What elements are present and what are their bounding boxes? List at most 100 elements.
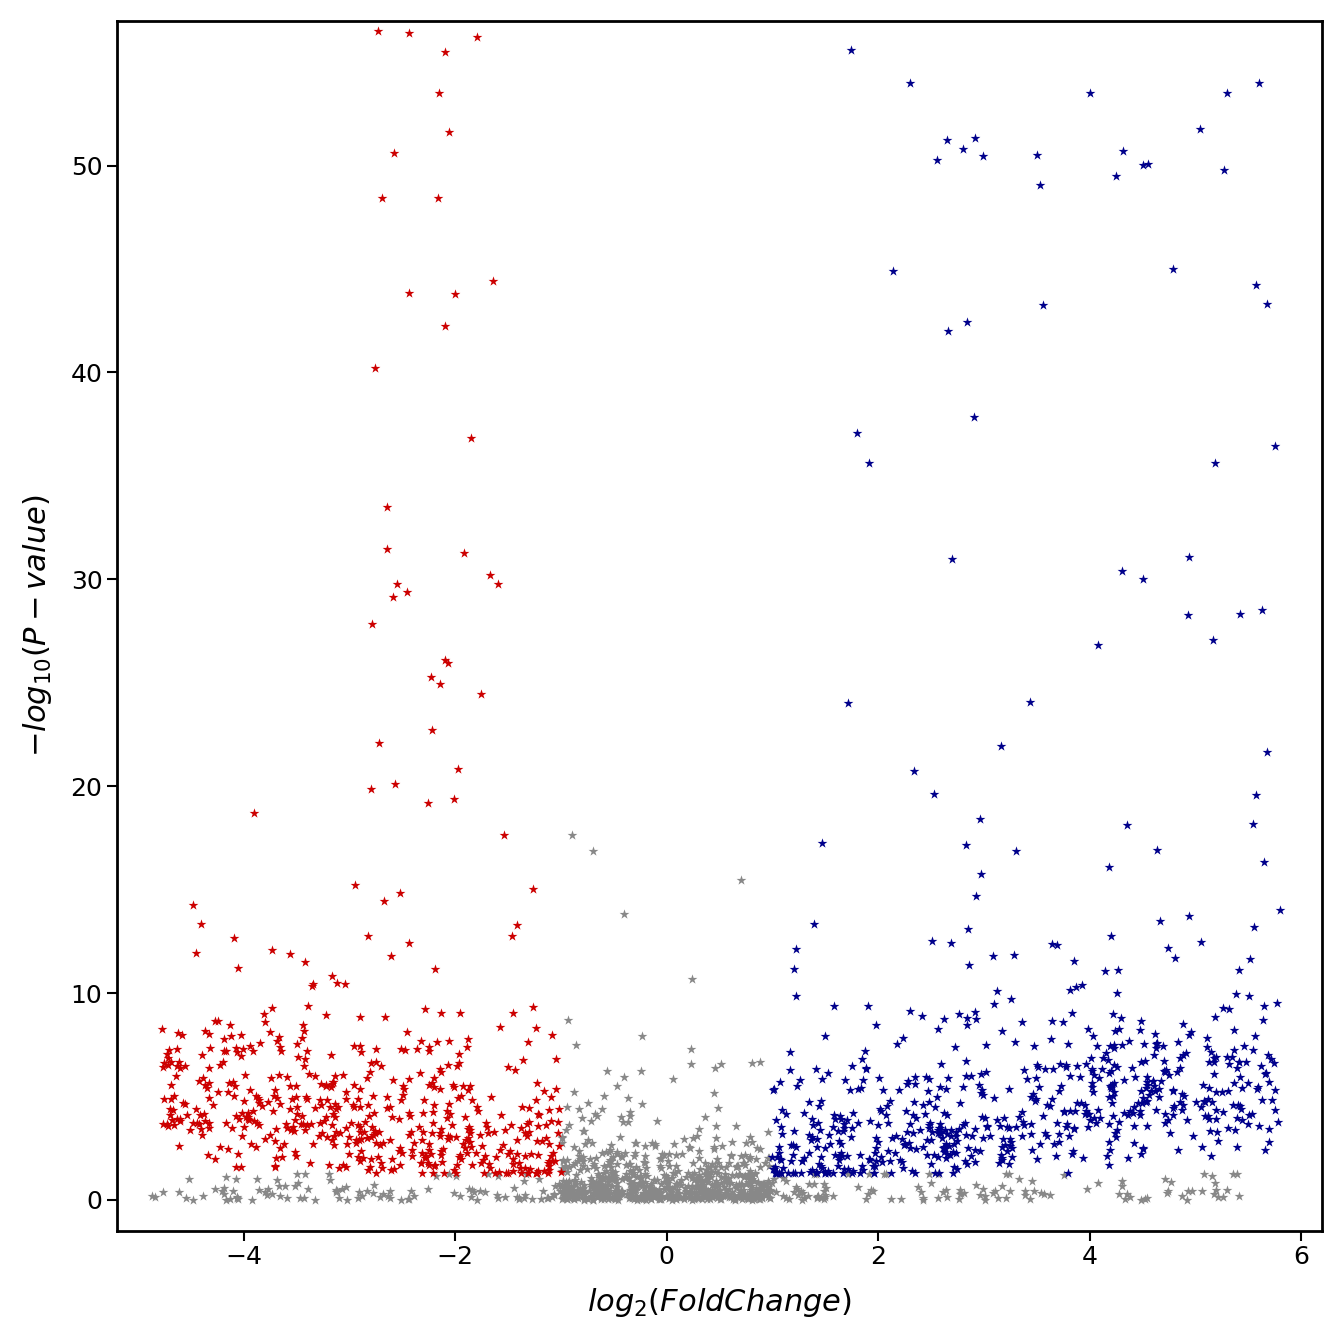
Point bbox=[830, 1134, 851, 1155]
Point bbox=[1109, 1008, 1131, 1029]
Point bbox=[502, 1152, 524, 1174]
Point bbox=[1093, 1047, 1115, 1068]
Point bbox=[897, 1069, 919, 1091]
Point bbox=[453, 1134, 474, 1155]
Point bbox=[1136, 1072, 1158, 1093]
Point bbox=[457, 1036, 478, 1057]
Point bbox=[192, 1186, 214, 1207]
Point bbox=[646, 1111, 667, 1132]
Point bbox=[694, 1187, 716, 1209]
Point bbox=[639, 1178, 661, 1199]
Point bbox=[266, 1030, 287, 1052]
Point bbox=[864, 1162, 885, 1183]
Point bbox=[248, 1089, 270, 1111]
Point bbox=[830, 1108, 851, 1130]
Point bbox=[825, 1144, 846, 1166]
Point bbox=[286, 1163, 308, 1185]
Point bbox=[931, 1053, 952, 1075]
Point bbox=[670, 1170, 692, 1191]
Point bbox=[349, 1122, 371, 1143]
Point bbox=[1003, 945, 1025, 966]
Point bbox=[689, 1182, 710, 1203]
Point bbox=[631, 1167, 653, 1189]
Point bbox=[731, 1186, 752, 1207]
Point bbox=[160, 1099, 181, 1120]
Point bbox=[269, 1186, 290, 1207]
Point bbox=[936, 1186, 958, 1207]
Point bbox=[573, 1174, 595, 1195]
Point bbox=[379, 1096, 400, 1118]
Point bbox=[167, 1108, 188, 1130]
Point bbox=[270, 1036, 291, 1057]
Point bbox=[239, 1080, 261, 1101]
Point bbox=[290, 1114, 312, 1135]
Point bbox=[269, 1138, 290, 1159]
Point bbox=[234, 1064, 255, 1085]
Point bbox=[716, 1156, 737, 1178]
Point bbox=[829, 1131, 850, 1152]
Point bbox=[153, 1088, 175, 1110]
Point bbox=[545, 1150, 567, 1171]
Point bbox=[334, 1088, 356, 1110]
Point bbox=[509, 1189, 530, 1210]
Point bbox=[553, 1151, 575, 1172]
Point bbox=[690, 1177, 712, 1198]
Point bbox=[1064, 1100, 1085, 1122]
Point bbox=[1109, 1111, 1131, 1132]
Point bbox=[876, 1096, 897, 1118]
Point bbox=[326, 972, 348, 993]
Point bbox=[761, 1147, 783, 1168]
Point bbox=[1223, 1038, 1245, 1060]
Point bbox=[598, 1167, 619, 1189]
Point bbox=[653, 1179, 674, 1201]
Point bbox=[557, 1177, 579, 1198]
Point bbox=[161, 1073, 183, 1095]
Point bbox=[1111, 1170, 1132, 1191]
Point bbox=[1025, 1091, 1046, 1112]
Point bbox=[1060, 1100, 1081, 1122]
Point bbox=[1095, 1043, 1116, 1064]
Point bbox=[1077, 1116, 1099, 1138]
Point bbox=[199, 1088, 220, 1110]
Point bbox=[688, 1186, 709, 1207]
Point bbox=[479, 1087, 501, 1108]
Point bbox=[294, 1048, 316, 1069]
Point bbox=[1001, 1131, 1022, 1152]
Point bbox=[263, 1085, 285, 1107]
Point bbox=[415, 1144, 436, 1166]
Point bbox=[1222, 1163, 1244, 1185]
Point bbox=[763, 1158, 784, 1179]
Point bbox=[1044, 1134, 1065, 1155]
Point bbox=[1167, 1032, 1189, 1053]
Point bbox=[561, 1179, 583, 1201]
Point bbox=[814, 1186, 835, 1207]
Point bbox=[329, 1123, 351, 1144]
Point bbox=[1056, 1114, 1077, 1135]
Point bbox=[287, 1172, 309, 1194]
Point bbox=[1205, 1108, 1226, 1130]
Point bbox=[447, 1087, 469, 1108]
Point bbox=[369, 1134, 391, 1155]
Point bbox=[588, 1174, 610, 1195]
Point bbox=[1084, 1107, 1105, 1128]
Point bbox=[508, 1187, 529, 1209]
Point bbox=[474, 1144, 496, 1166]
Point bbox=[637, 1186, 658, 1207]
Point bbox=[684, 1187, 705, 1209]
Point bbox=[228, 1108, 250, 1130]
Point bbox=[231, 1101, 252, 1123]
Point bbox=[502, 1148, 524, 1170]
Point bbox=[764, 1156, 786, 1178]
Point bbox=[555, 1171, 576, 1193]
Point bbox=[921, 1120, 943, 1142]
Point bbox=[1104, 1020, 1125, 1041]
Point bbox=[580, 1171, 602, 1193]
Point bbox=[983, 945, 1005, 966]
Point bbox=[745, 1183, 767, 1205]
Point bbox=[897, 1122, 919, 1143]
Point bbox=[1029, 1076, 1050, 1097]
Point bbox=[364, 1120, 385, 1142]
Point bbox=[424, 958, 446, 980]
Point bbox=[548, 1099, 569, 1120]
Point bbox=[619, 1101, 641, 1123]
